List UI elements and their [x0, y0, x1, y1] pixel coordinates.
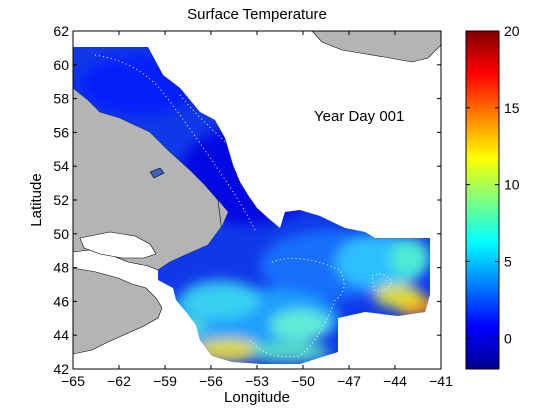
x-axis-label: Longitude — [224, 389, 290, 406]
y-axis-label: Latitude — [28, 173, 45, 226]
y-tick-label: 44 — [53, 327, 69, 343]
y-tick-label: 54 — [53, 158, 69, 174]
x-tick-label: −44 — [383, 373, 407, 389]
colorbar-tick-label: 20 — [504, 23, 520, 39]
y-tick-label: 56 — [53, 124, 69, 140]
y-tick-label: 46 — [53, 293, 69, 309]
colorbar-tick-label: 10 — [504, 177, 520, 193]
x-axis: −65 −62 −59 −56 −53 −50 −47 −44 −41 — [61, 31, 453, 389]
x-tick-label: −65 — [61, 373, 85, 389]
y-tick-label: 48 — [53, 260, 69, 276]
y-tick-label: 52 — [53, 192, 69, 208]
y-tick-label: 62 — [53, 23, 69, 39]
y-tick-label: 42 — [53, 361, 69, 377]
x-tick-label: −47 — [337, 373, 361, 389]
x-tick-label: −53 — [245, 373, 269, 389]
map-title: Surface Temperature — [187, 6, 327, 23]
colorbar-tick-label: 15 — [504, 100, 520, 116]
land-maritimes — [73, 267, 163, 355]
y-tick-label: 58 — [53, 91, 69, 107]
lake — [149, 167, 165, 179]
year-day-annotation: Year Day 001 — [314, 108, 404, 125]
y-tick-label: 50 — [53, 226, 69, 242]
x-tick-label: −41 — [429, 373, 453, 389]
gulf-water — [79, 231, 157, 259]
x-tick-label: −62 — [107, 373, 131, 389]
x-tick-label: −50 — [291, 373, 315, 389]
land-greenland — [311, 31, 441, 63]
colorbar-tick-label: 0 — [504, 330, 512, 346]
y-tick-label: 60 — [53, 57, 69, 73]
colorbar — [465, 30, 500, 370]
colorbar-axis: 0 5 10 15 20 — [466, 23, 520, 346]
y-axis: 42 44 46 48 50 52 54 56 58 60 62 — [53, 23, 441, 377]
x-tick-label: −59 — [153, 373, 177, 389]
x-tick-label: −56 — [199, 373, 223, 389]
colorbar-tick-label: 5 — [504, 253, 512, 269]
